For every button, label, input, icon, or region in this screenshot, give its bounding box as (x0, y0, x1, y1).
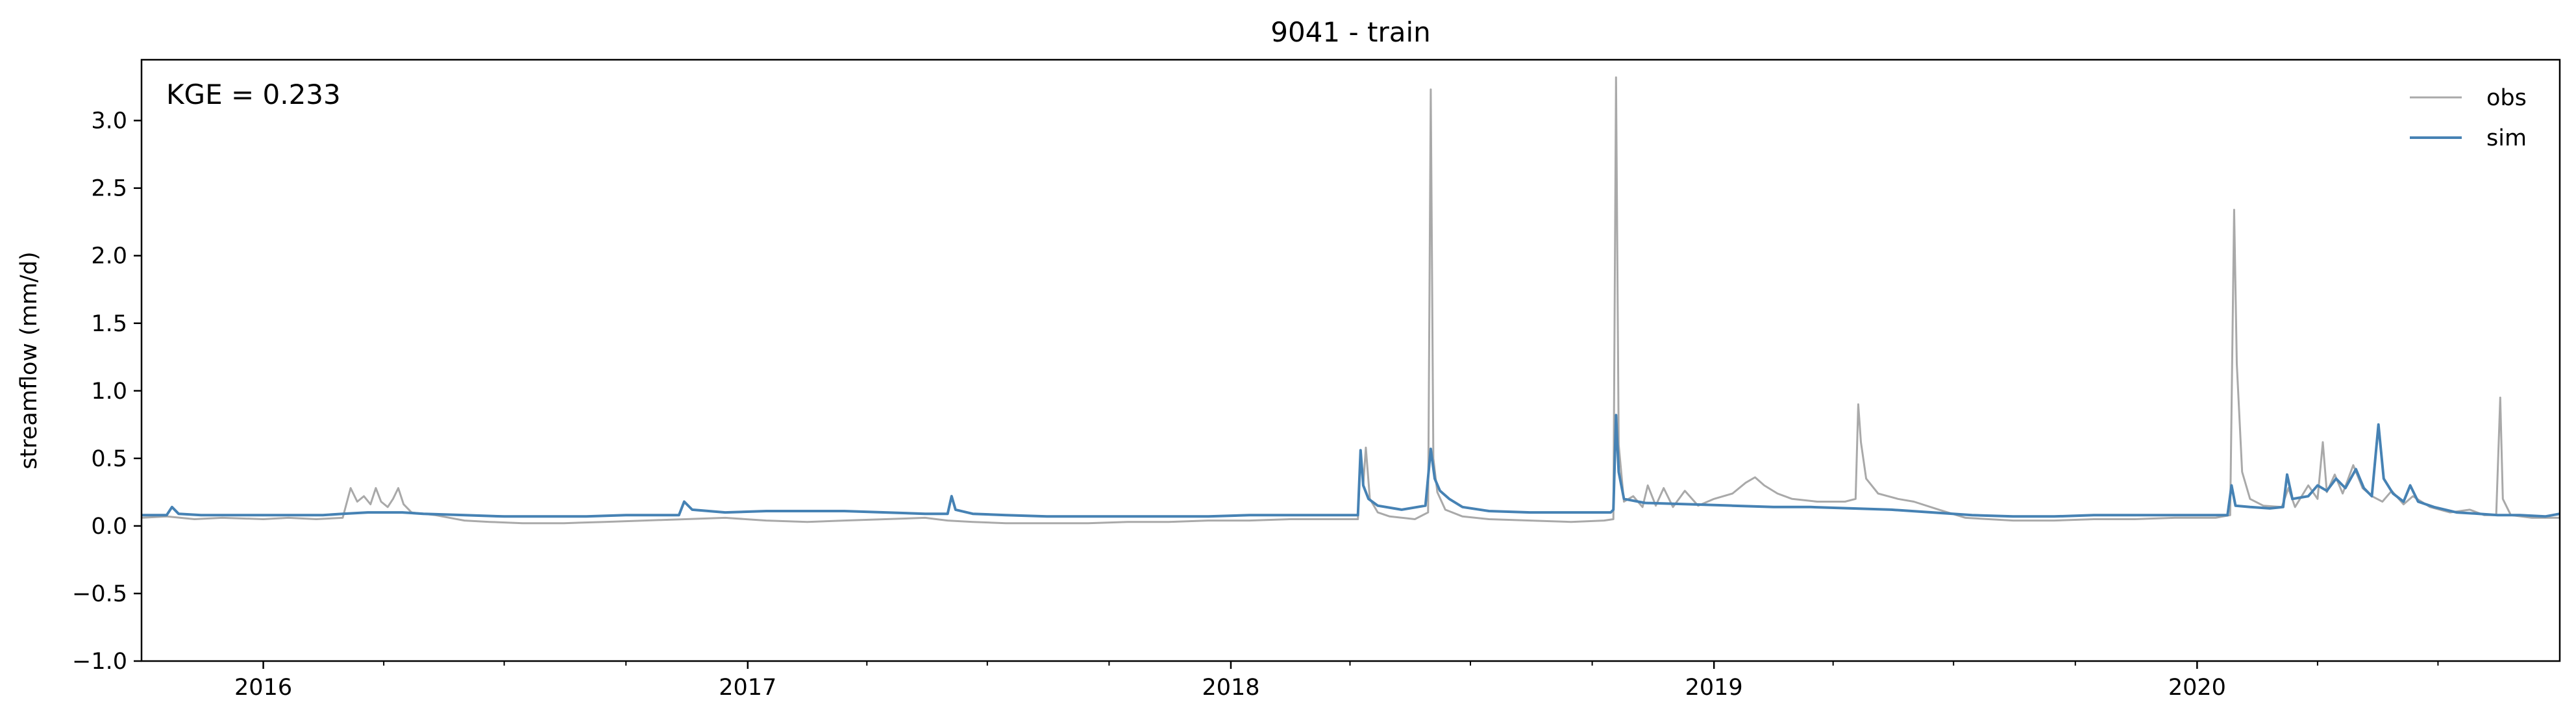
y-tick-label: 3.0 (91, 108, 127, 134)
series-line-sim (142, 414, 2560, 518)
chart-title: 9041 - train (1270, 16, 1431, 48)
plot-frame (140, 58, 2561, 662)
y-tick-label: 1.5 (91, 311, 127, 337)
y-tick-label: 2.0 (91, 244, 127, 269)
y-tick-label: −0.5 (72, 581, 127, 607)
x-tick-label: 2017 (719, 675, 776, 701)
y-tick-label: 1.0 (91, 379, 127, 405)
series-layer (141, 76, 2560, 525)
y-axis: −1.0 −0.5 0.0 0.5 1.0 1.5 2.0 2.5 3.0 (72, 108, 142, 675)
x-tick-label: 2016 (234, 675, 292, 701)
y-tick-label: −1.0 (72, 649, 127, 675)
x-tick-label: 2019 (1685, 675, 1743, 701)
legend: obs sim (2410, 85, 2527, 151)
x-axis: 2016 2017 2018 2019 2020 (234, 661, 2439, 701)
legend-label-obs: obs (2486, 85, 2527, 111)
y-tick-label: 0.5 (91, 446, 127, 472)
x-tick-label: 2018 (1202, 675, 1259, 701)
legend-label-sim: sim (2486, 125, 2527, 151)
x-tick-label: 2020 (2168, 675, 2226, 701)
y-tick-label: 0.0 (91, 514, 127, 540)
y-tick-label: 2.5 (91, 176, 127, 202)
y-axis-label: streamflow (mm/d) (16, 251, 42, 469)
kge-annotation: KGE = 0.233 (166, 79, 341, 110)
